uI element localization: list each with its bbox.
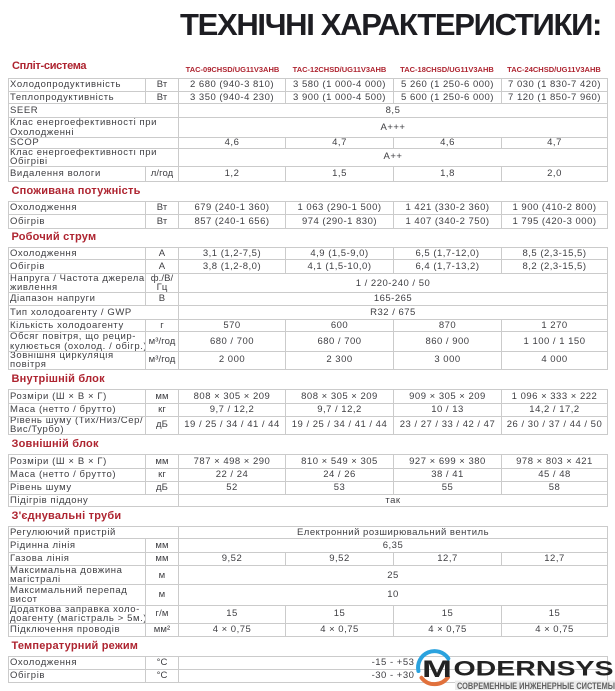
svg-text:СОВРЕМЕННЫЕ ИНЖЕНЕРНЫЕ СИСТЕМЫ: СОВРЕМЕННЫЕ ИНЖЕНЕРНЫЕ СИСТЕМЫ — [457, 681, 615, 691]
svg-text:M: M — [422, 656, 452, 683]
svg-text:ODERNSYS: ODERNSYS — [454, 657, 614, 681]
